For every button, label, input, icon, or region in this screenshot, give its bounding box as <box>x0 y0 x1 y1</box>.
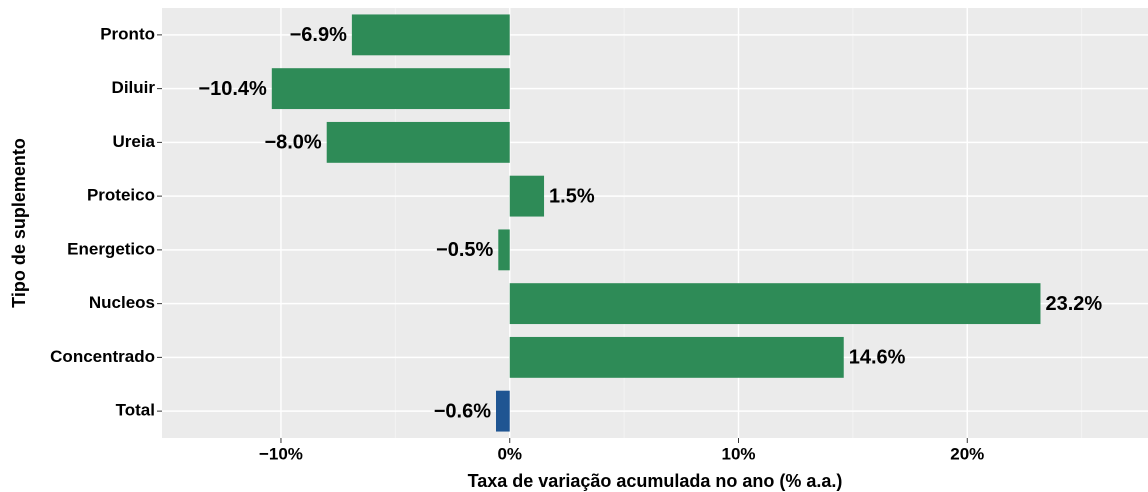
x-tick-label: 20% <box>950 444 984 463</box>
y-tick-label: Total <box>116 401 155 420</box>
y-tick-label: Proteico <box>87 186 155 205</box>
bar <box>498 229 510 271</box>
bar <box>351 14 510 56</box>
y-tick-label: Concentrado <box>50 347 155 366</box>
bar <box>496 390 510 432</box>
value-label: −8.0% <box>264 132 321 154</box>
y-tick-label: Ureia <box>112 132 155 151</box>
bar <box>509 175 545 217</box>
bar <box>271 68 510 110</box>
value-label: 14.6% <box>849 347 906 369</box>
y-tick-label: Diluir <box>112 78 156 97</box>
x-tick-label: −10% <box>259 444 303 463</box>
y-axis-title: Tipo de suplemento <box>9 138 29 308</box>
x-tick-label: 0% <box>497 444 522 463</box>
value-label: −10.4% <box>198 78 267 100</box>
value-label: 1.5% <box>549 185 595 207</box>
value-label: −0.6% <box>434 400 491 422</box>
value-label: −6.9% <box>290 24 347 46</box>
y-tick-label: Pronto <box>100 24 155 43</box>
value-label: 23.2% <box>1045 293 1102 315</box>
x-tick-label: 10% <box>721 444 755 463</box>
bar <box>509 283 1041 325</box>
x-axis-title: Taxa de variação acumulada no ano (% a.a… <box>468 471 843 491</box>
bar <box>509 336 844 378</box>
bar <box>326 121 510 163</box>
y-tick-label: Nucleos <box>89 293 155 312</box>
value-label: −0.5% <box>436 239 493 261</box>
y-tick-label: Energetico <box>67 239 155 258</box>
